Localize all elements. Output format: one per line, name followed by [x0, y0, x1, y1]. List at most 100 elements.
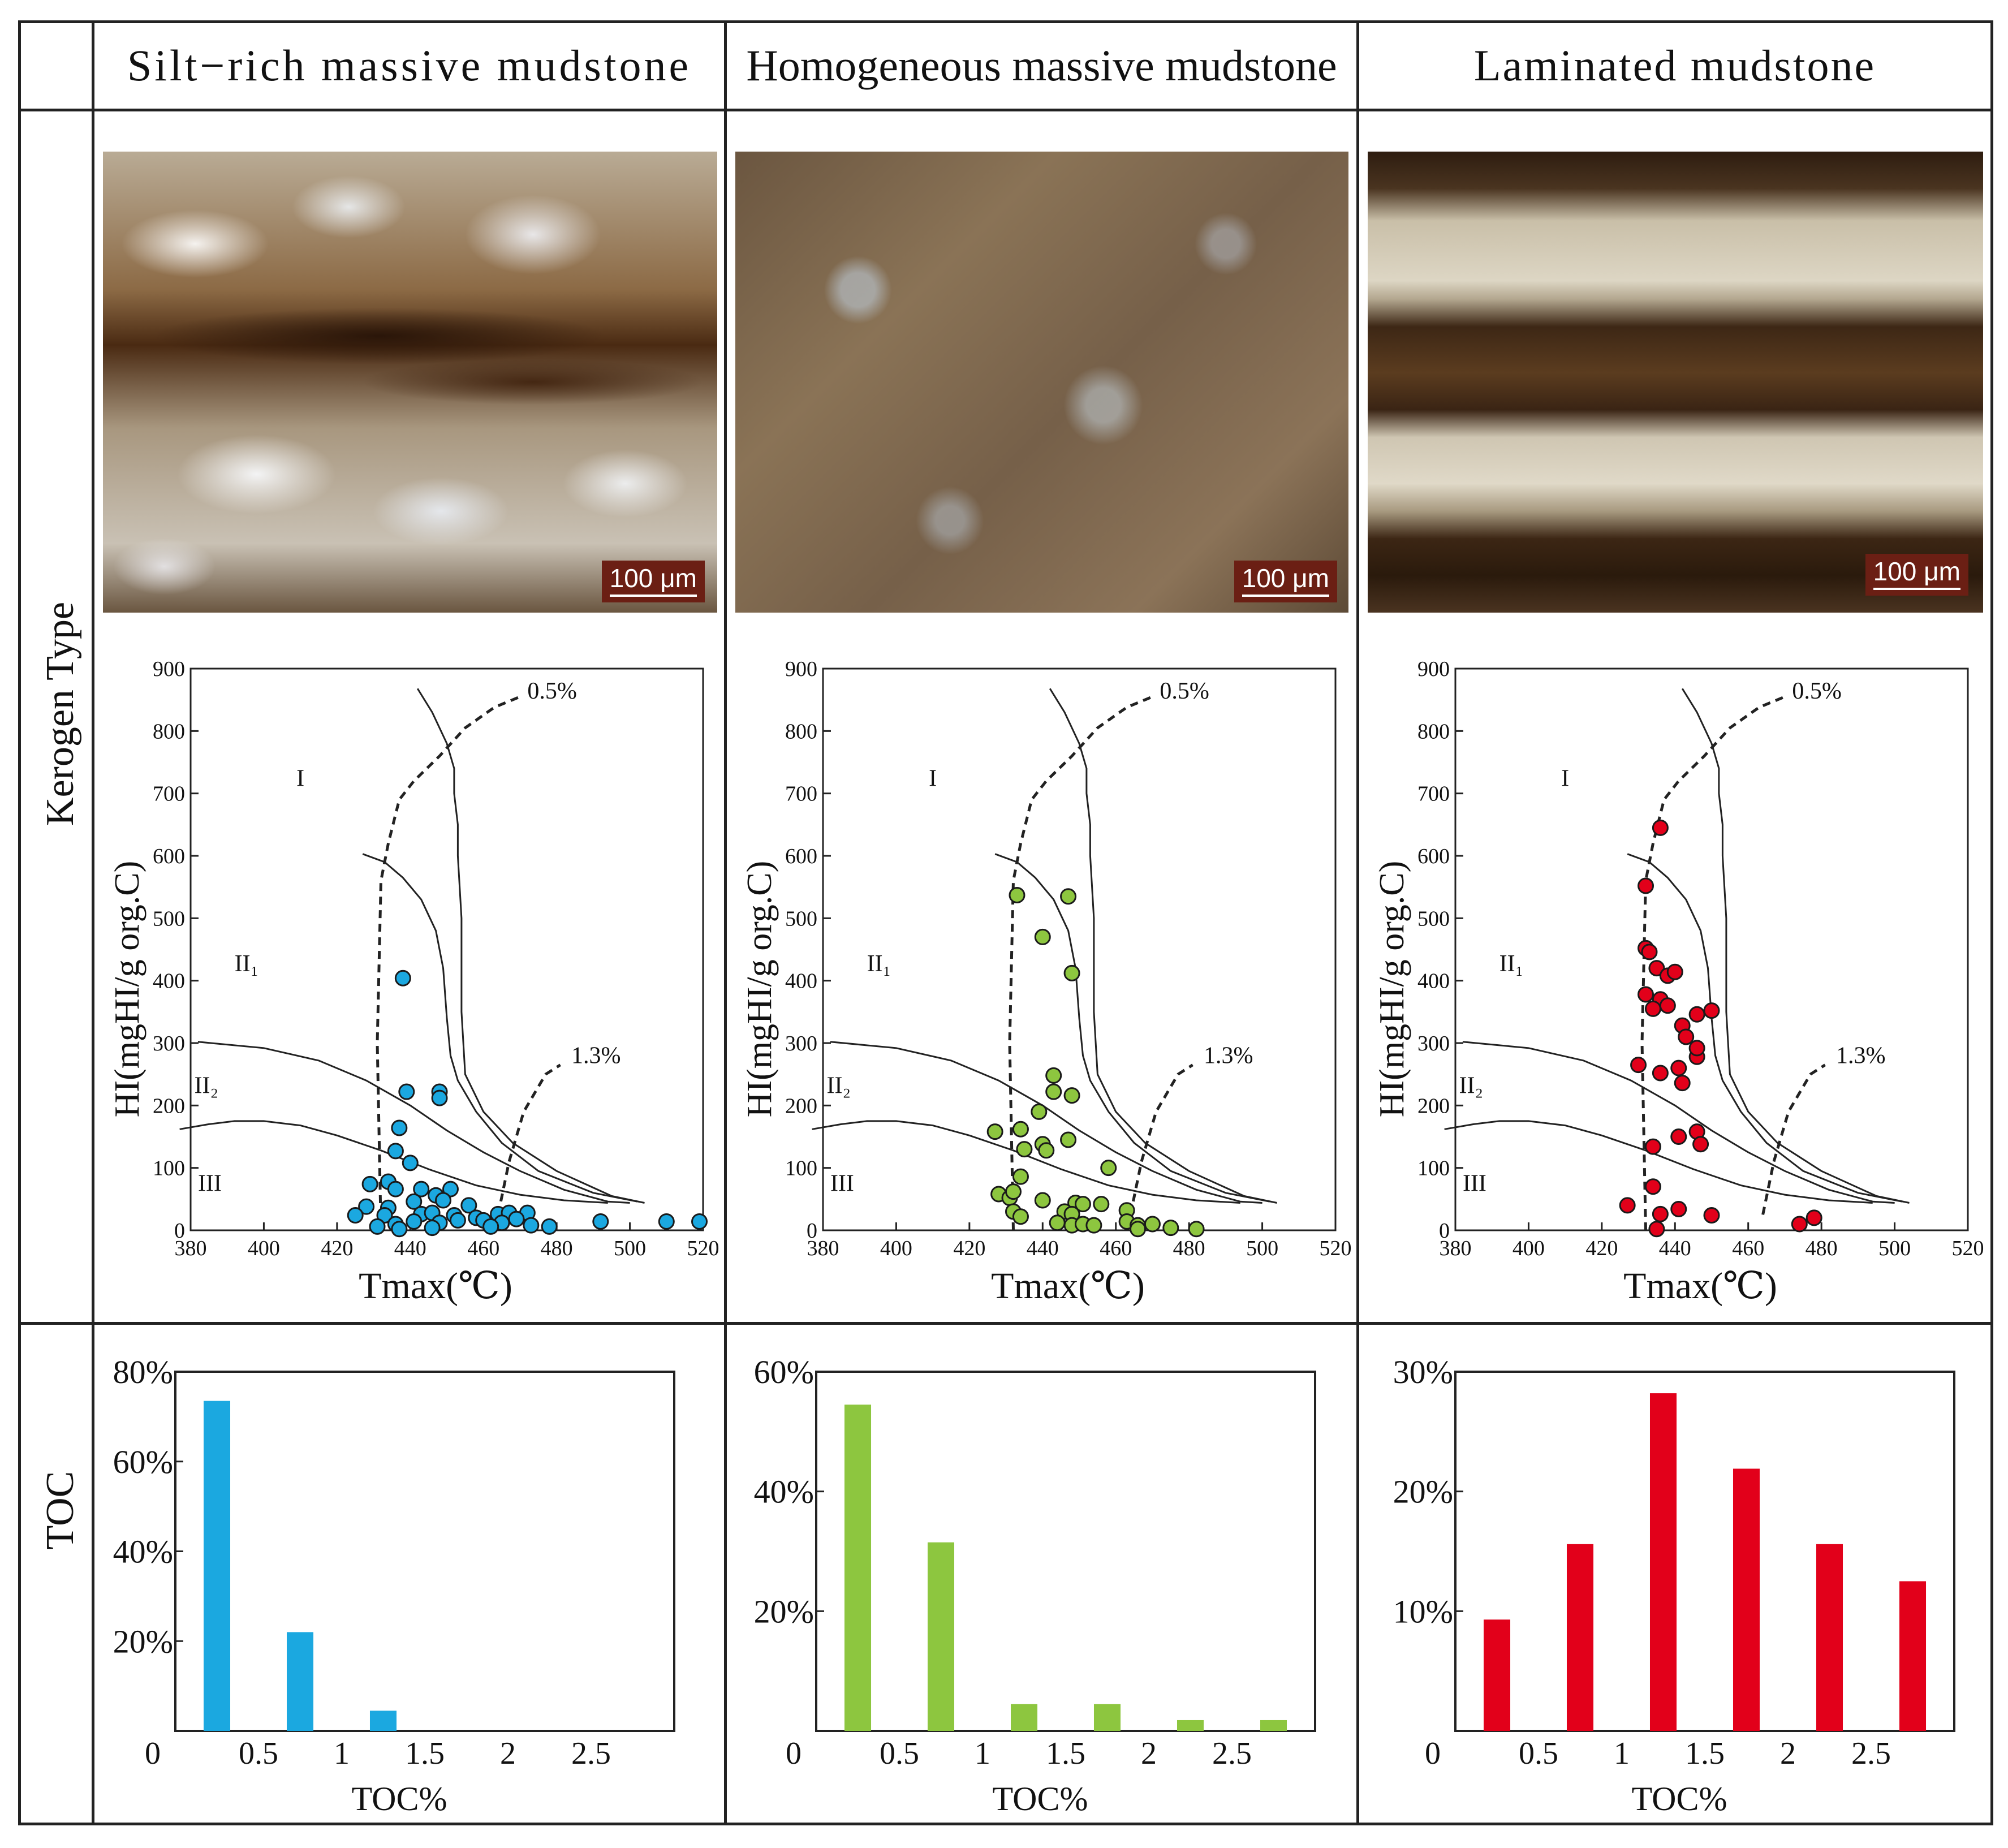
y-tick-label: 900 — [1417, 657, 1450, 681]
histogram-bar — [1010, 1704, 1038, 1731]
data-point — [1659, 997, 1676, 1014]
data-point — [387, 1181, 404, 1197]
x-axis-label: Tmax(℃) — [1623, 1265, 1777, 1307]
data-point — [1619, 1197, 1636, 1214]
y-tick-label: 300 — [1417, 1032, 1450, 1056]
data-point — [1034, 928, 1051, 945]
data-point — [1644, 1178, 1661, 1195]
x-tick-label: 440 — [394, 1237, 426, 1260]
x-tick-label: 2 — [1780, 1736, 1796, 1771]
x-tick-label: 500 — [1246, 1237, 1278, 1260]
photomicrograph-laminated: 100 μm — [1368, 152, 1983, 613]
y-tick-label: 400 — [1417, 970, 1450, 993]
data-point — [1100, 1160, 1117, 1177]
y-tick-label: 700 — [785, 782, 817, 806]
y-tick-label: 0 — [174, 1219, 185, 1243]
data-point — [431, 1089, 448, 1106]
boundary-curve-II2-III — [1444, 1120, 1873, 1204]
y-tick-label: 20% — [754, 1593, 814, 1630]
y-axis-label: HI(mgHI/g org.C) — [1373, 861, 1411, 1117]
y-tick-label: 60% — [113, 1444, 173, 1480]
y-tick-label: 800 — [153, 720, 185, 743]
x-tick-label: 0.5 — [239, 1736, 278, 1771]
y-tick-label: 30% — [1393, 1354, 1453, 1390]
data-point — [691, 1213, 708, 1230]
x-tick-label: 520 — [1320, 1237, 1352, 1260]
x-tick-label: 460 — [1100, 1237, 1132, 1260]
table-border-left — [18, 20, 21, 1825]
data-point — [347, 1207, 364, 1224]
data-point — [523, 1217, 540, 1234]
x-tick-label: 2 — [1141, 1736, 1157, 1771]
boundary-curve-I-II1 — [362, 853, 637, 1203]
toc-histogram-silt-rich: 20% 40% 60% 80% 0 0.5 1 1.5 2 2.5 TOC% — [113, 1354, 675, 1817]
boundary-curve-II2-III — [812, 1120, 1240, 1204]
x-tick-label: 2.5 — [1851, 1736, 1891, 1771]
data-point — [1674, 1075, 1691, 1092]
histogram-bar — [1177, 1720, 1204, 1731]
data-point — [1703, 1002, 1720, 1019]
data-point — [1188, 1221, 1205, 1238]
kerogen-plot-silt-rich: 0 100 200 300 400 500 600 700 800 900 380 400 420 440… — [108, 657, 719, 1307]
data-point — [1666, 963, 1683, 980]
data-point — [508, 1211, 525, 1227]
y-tick-label: 100 — [153, 1157, 185, 1181]
y-tick-label: 700 — [153, 782, 185, 806]
annotation-type-III: III — [198, 1170, 222, 1196]
y-tick-label: 700 — [1417, 782, 1450, 806]
data-point — [369, 1218, 386, 1235]
boundary-curve-II2-III — [179, 1120, 608, 1204]
histogram-bar — [1649, 1393, 1677, 1731]
annotation-type-II1: II₁ — [235, 951, 259, 977]
data-point — [1791, 1216, 1808, 1233]
x-tick-label: 480 — [1173, 1237, 1205, 1260]
annotation-type-II1: II₁ — [867, 951, 891, 977]
histogram-bar — [203, 1401, 231, 1731]
x-tick-label: 520 — [1952, 1237, 1984, 1260]
data-point — [1806, 1209, 1822, 1226]
annotation-ro-1.3: 1.3% — [571, 1043, 621, 1069]
y-tick-label: 40% — [754, 1474, 814, 1510]
x-tick-label: 460 — [467, 1237, 499, 1260]
data-point — [1648, 960, 1665, 977]
boundary-curve-I-II1 — [994, 853, 1270, 1203]
data-point — [387, 1143, 404, 1160]
y-tick-label: 500 — [1417, 907, 1450, 931]
y-axis-label: HI(mgHI/g org.C) — [740, 861, 779, 1117]
x-tick-label: 380 — [175, 1237, 207, 1260]
x-tick-label: 480 — [541, 1237, 573, 1260]
toc-histogram-homogeneous: 20% 40% 60% 0 0.5 1 1.5 2 2.5 TOC% — [754, 1354, 1316, 1817]
data-point — [1074, 1196, 1091, 1213]
header-silt-rich: Silt−rich massive mudstone — [127, 41, 692, 90]
x-tick-label: 400 — [1513, 1237, 1545, 1260]
data-point — [406, 1213, 423, 1230]
scale-bar-3: 100 μm — [1865, 554, 1968, 596]
maturity-line-0.5 — [376, 695, 521, 1231]
x-tick-label: 2.5 — [1212, 1736, 1252, 1771]
y-tick-label: 100 — [1417, 1157, 1450, 1181]
maturity-line-1.3 — [1761, 1063, 1826, 1215]
data-point — [1630, 1057, 1647, 1074]
scale-bar-line-2 — [1242, 595, 1329, 597]
data-point — [1652, 1065, 1669, 1082]
maturity-line-0.5 — [1008, 695, 1153, 1231]
photomicrograph-homogeneous: 100 μm — [735, 152, 1348, 613]
plot-frame — [174, 1371, 675, 1732]
annotation-ro-0.5: 0.5% — [1160, 678, 1209, 704]
boundary-curve-II1-II2 — [830, 1041, 1262, 1204]
plot-frame — [189, 667, 704, 1231]
x-axis-label: Tmax(℃) — [991, 1265, 1145, 1307]
x-tick-label: 420 — [953, 1237, 985, 1260]
data-point — [442, 1181, 459, 1197]
maturity-line-1.3 — [1129, 1063, 1193, 1215]
data-point — [482, 1218, 499, 1235]
data-point — [1009, 887, 1025, 904]
table-border-bottom — [18, 1823, 1993, 1825]
y-tick-label: 800 — [785, 720, 817, 743]
y-tick-label: 0 — [1439, 1219, 1450, 1243]
x-tick-label: 520 — [687, 1237, 719, 1260]
y-tick-label: 200 — [785, 1094, 817, 1118]
scale-bar-line-1 — [609, 595, 697, 597]
y-tick-label: 600 — [153, 845, 185, 868]
data-point — [358, 1198, 375, 1215]
